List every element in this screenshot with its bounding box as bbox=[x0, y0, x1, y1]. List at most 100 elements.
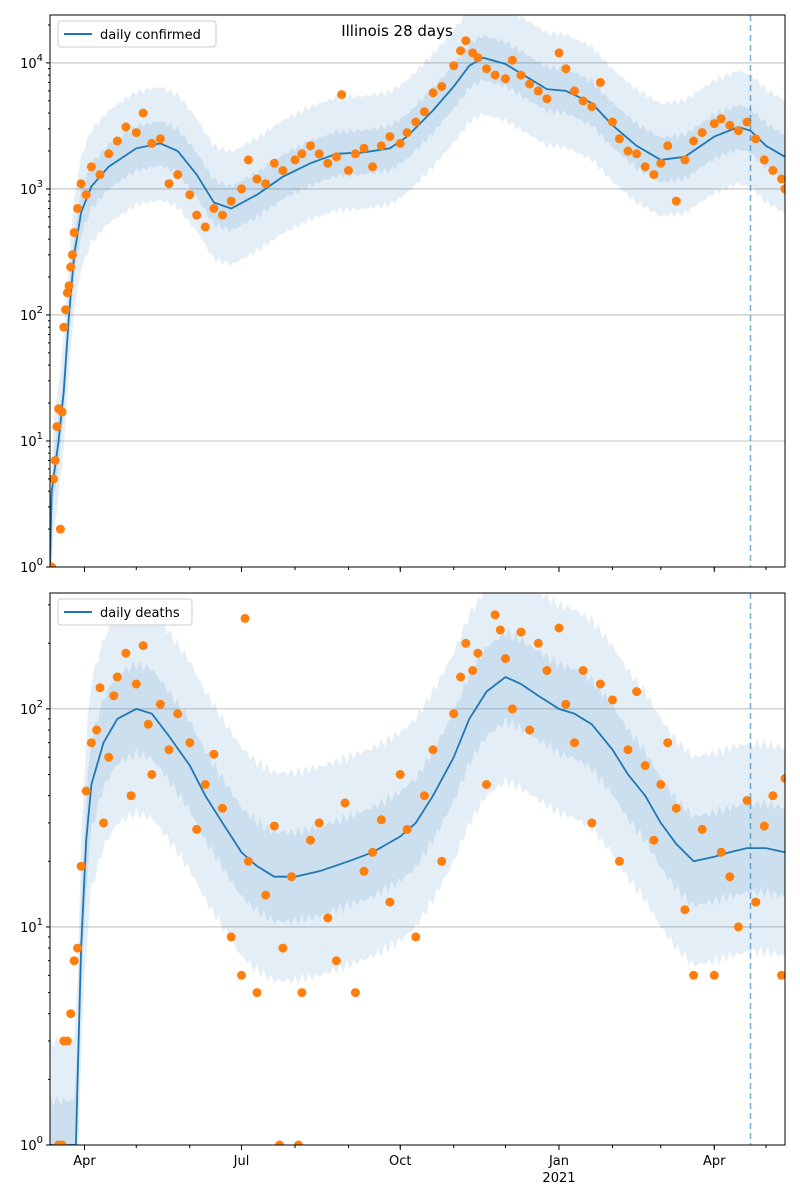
y-tick-exponent: 3 bbox=[37, 179, 43, 190]
observed-point bbox=[62, 288, 72, 298]
observed-point bbox=[69, 956, 79, 966]
observed-point bbox=[570, 86, 579, 96]
observed-point bbox=[516, 70, 526, 80]
outer-uncertainty-band bbox=[50, 15, 785, 567]
observed-point bbox=[419, 791, 429, 801]
observed-point bbox=[359, 143, 369, 153]
observed-point bbox=[428, 88, 438, 98]
observed-point bbox=[751, 897, 761, 907]
observed-point bbox=[516, 627, 526, 637]
observed-point bbox=[131, 679, 141, 689]
observed-point bbox=[385, 132, 395, 142]
observed-point bbox=[209, 749, 219, 759]
observed-point bbox=[192, 824, 202, 834]
observed-point bbox=[50, 474, 58, 484]
observed-point bbox=[237, 970, 246, 980]
observed-point bbox=[777, 174, 785, 184]
observed-point bbox=[185, 190, 195, 200]
observed-point bbox=[218, 210, 227, 220]
observed-point bbox=[57, 1140, 67, 1145]
observed-point bbox=[59, 322, 69, 332]
observed-point bbox=[725, 872, 735, 882]
observed-point bbox=[671, 803, 681, 813]
y-tick-exponent: 2 bbox=[37, 699, 43, 710]
observed-point bbox=[376, 141, 386, 151]
observed-point bbox=[138, 641, 148, 651]
observed-point bbox=[395, 770, 405, 779]
observed-point bbox=[99, 818, 108, 828]
observed-point bbox=[86, 162, 96, 172]
observed-point bbox=[542, 94, 552, 104]
observed-point bbox=[192, 210, 202, 220]
observed-point bbox=[411, 117, 421, 127]
observed-point bbox=[73, 943, 83, 953]
observed-point bbox=[368, 847, 378, 857]
observed-point bbox=[561, 699, 571, 709]
observed-point bbox=[76, 179, 86, 189]
observed-point bbox=[595, 77, 605, 87]
observed-point bbox=[226, 932, 236, 942]
observed-point bbox=[112, 672, 122, 682]
observed-point bbox=[104, 752, 114, 762]
observed-point bbox=[344, 166, 353, 175]
observed-point bbox=[608, 695, 617, 705]
observed-point bbox=[419, 107, 429, 117]
observed-point bbox=[350, 149, 360, 159]
observed-point bbox=[709, 119, 719, 129]
observed-point bbox=[689, 970, 699, 980]
observed-point bbox=[649, 170, 659, 180]
observed-point bbox=[147, 138, 157, 148]
observed-point bbox=[261, 179, 271, 189]
y-tick-exponent: 1 bbox=[37, 431, 43, 442]
observed-point bbox=[490, 610, 500, 620]
inner-uncertainty-band bbox=[50, 34, 785, 567]
observed-point bbox=[385, 897, 395, 907]
observed-point bbox=[663, 141, 673, 151]
observed-point bbox=[314, 818, 324, 828]
observed-point bbox=[428, 745, 438, 755]
observed-point bbox=[640, 761, 650, 770]
observed-point bbox=[269, 158, 279, 168]
observed-point bbox=[578, 666, 588, 675]
observed-point bbox=[656, 780, 666, 789]
observed-point bbox=[131, 128, 141, 138]
observed-point bbox=[155, 134, 165, 144]
observed-point bbox=[297, 149, 307, 159]
observed-point bbox=[278, 943, 288, 953]
observed-point bbox=[337, 90, 347, 100]
observed-point bbox=[759, 821, 769, 831]
observed-point bbox=[632, 687, 642, 697]
observed-point bbox=[200, 222, 210, 232]
observed-point bbox=[640, 162, 650, 172]
observed-point bbox=[164, 179, 174, 189]
observed-point bbox=[92, 725, 102, 735]
observed-point bbox=[697, 128, 707, 138]
observed-point bbox=[742, 117, 752, 127]
observed-point bbox=[614, 134, 624, 144]
observed-point bbox=[323, 913, 333, 923]
observed-point bbox=[780, 184, 785, 194]
observed-point bbox=[269, 821, 279, 831]
observed-point bbox=[501, 654, 510, 664]
observed-point bbox=[482, 64, 491, 74]
x-tick-sublabel: 2021 bbox=[542, 1171, 575, 1186]
observed-point bbox=[66, 262, 76, 272]
observed-point bbox=[350, 988, 360, 998]
observed-point bbox=[780, 773, 785, 783]
legend-box bbox=[57, 598, 193, 626]
observed-point bbox=[437, 82, 447, 91]
legend-label: daily confirmed bbox=[100, 28, 201, 43]
observed-point bbox=[449, 709, 459, 719]
observed-point bbox=[587, 818, 597, 828]
observed-point bbox=[81, 786, 91, 796]
observed-point bbox=[473, 53, 483, 63]
observed-point bbox=[671, 196, 681, 206]
observed-point bbox=[138, 108, 148, 118]
observed-point bbox=[275, 1140, 284, 1145]
observed-point bbox=[306, 141, 315, 151]
observed-point bbox=[411, 932, 421, 942]
observed-point bbox=[240, 613, 250, 623]
x-tick-label: Oct bbox=[389, 1154, 411, 1169]
plot-area bbox=[50, 15, 785, 567]
observed-point bbox=[742, 796, 752, 805]
